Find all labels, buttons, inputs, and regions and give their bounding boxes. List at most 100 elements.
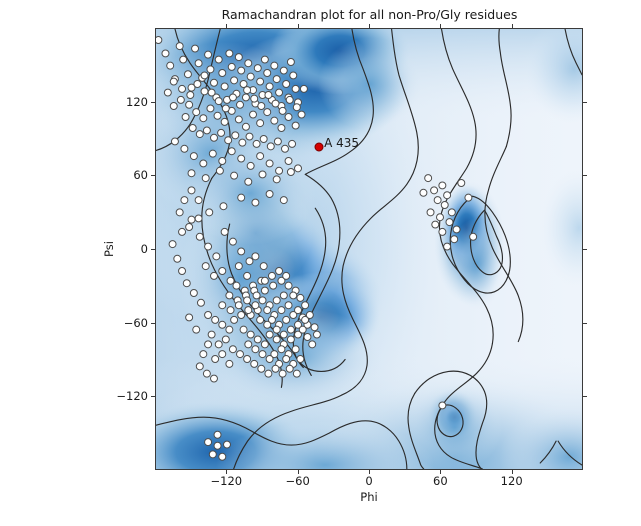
x-tick-mark (369, 24, 370, 28)
y-tick-mark (151, 396, 155, 398)
scatter-point (236, 100, 244, 109)
scatter-point (196, 298, 205, 307)
y-tick-mark (583, 249, 587, 250)
scatter-point (237, 247, 246, 256)
scatter-point (438, 401, 447, 410)
scatter-point (286, 58, 295, 66)
scatter-point (279, 196, 288, 205)
scatter-point (193, 80, 202, 88)
scatter-point (246, 330, 255, 339)
scatter-point (239, 80, 248, 88)
scatter-point (443, 191, 452, 200)
x-axis-tick-labels: −120 −60 0 60 120 (155, 474, 583, 492)
scatter-point (270, 350, 279, 359)
scatter-point (204, 242, 213, 251)
scatter-point (269, 281, 278, 290)
x-tick-mark (369, 470, 370, 474)
scatter-point (243, 86, 252, 95)
scatter-point (284, 113, 293, 121)
scatter-point (419, 188, 428, 197)
scatter-point (225, 49, 234, 58)
scatter-point (257, 102, 266, 110)
scatter-point (292, 369, 301, 378)
scatter-point (208, 450, 217, 459)
scatter-point (244, 177, 253, 186)
scatter-point (438, 227, 447, 236)
scatter-point (277, 345, 286, 354)
scatter-point (443, 242, 452, 251)
scatter-point (256, 315, 265, 324)
x-tick-label: 60 (433, 474, 448, 488)
scatter-point (291, 84, 300, 93)
scatter-point (291, 345, 300, 354)
scatter-point (256, 77, 265, 86)
scatter-point (301, 315, 310, 324)
x-tick-label: −60 (285, 474, 310, 488)
scatter-point (195, 130, 204, 139)
scatter-point (166, 61, 175, 70)
scatter-point (270, 61, 279, 70)
scatter-point (206, 65, 215, 74)
scatter-point (298, 325, 307, 334)
scatter-point (450, 235, 459, 244)
highlighted-residue-marker[interactable] (314, 142, 324, 152)
scatter-point (220, 227, 229, 236)
scatter-point (228, 345, 237, 354)
scatter-point (218, 267, 227, 275)
scatter-point (221, 335, 230, 344)
scatter-point (234, 301, 243, 310)
scatter-point (226, 276, 235, 285)
y-axis-label: Psi (102, 241, 116, 257)
scatter-point (452, 225, 461, 234)
x-tick-mark (226, 24, 228, 28)
scatter-point (224, 136, 233, 145)
scatter-point (169, 102, 178, 110)
scatter-point (227, 147, 236, 156)
x-tick-mark (511, 24, 513, 28)
scatter-point (219, 202, 228, 211)
y-tick-mark (151, 101, 155, 103)
scatter-point (272, 175, 281, 184)
scatter-point (202, 126, 211, 135)
scatter-point (238, 138, 247, 147)
scatter-point (176, 95, 185, 104)
highlighted-residue-label: A 435 (324, 136, 359, 151)
scatter-point (281, 144, 289, 153)
scatter-point (282, 355, 291, 363)
scatter-point (301, 301, 310, 310)
scatter-point (192, 108, 201, 117)
scatter-point (243, 296, 252, 305)
scatter-point (200, 71, 209, 80)
scatter-point (258, 170, 267, 179)
scatter-point (178, 227, 187, 236)
scatter-point (187, 186, 196, 195)
scatter-point (211, 315, 220, 324)
scatter-point (175, 42, 184, 51)
scatter-point (278, 106, 287, 115)
y-tick-mark (151, 175, 155, 177)
scatter-point (221, 104, 230, 113)
x-tick-label: 0 (365, 474, 373, 488)
scatter-point (278, 369, 287, 378)
x-tick-mark (297, 470, 299, 474)
scatter-point (218, 69, 227, 77)
y-tick-mark (151, 249, 155, 250)
scatter-point (272, 325, 281, 334)
scatter-point (182, 279, 191, 288)
scatter-point (256, 119, 265, 128)
y-tick-mark (583, 322, 587, 324)
x-tick-mark (226, 470, 228, 474)
scatter-point (265, 355, 274, 363)
scatter-point (218, 452, 227, 461)
x-tick-mark (511, 470, 513, 474)
scatter-point (181, 113, 190, 121)
scatter-point (175, 208, 184, 217)
scatter-point (260, 286, 269, 295)
scatter-point (272, 335, 281, 344)
scatter-point (270, 116, 279, 125)
scatter-point (237, 66, 246, 75)
scatter-point (256, 152, 265, 161)
scatter-point (183, 70, 192, 79)
scatter-point (303, 333, 312, 341)
